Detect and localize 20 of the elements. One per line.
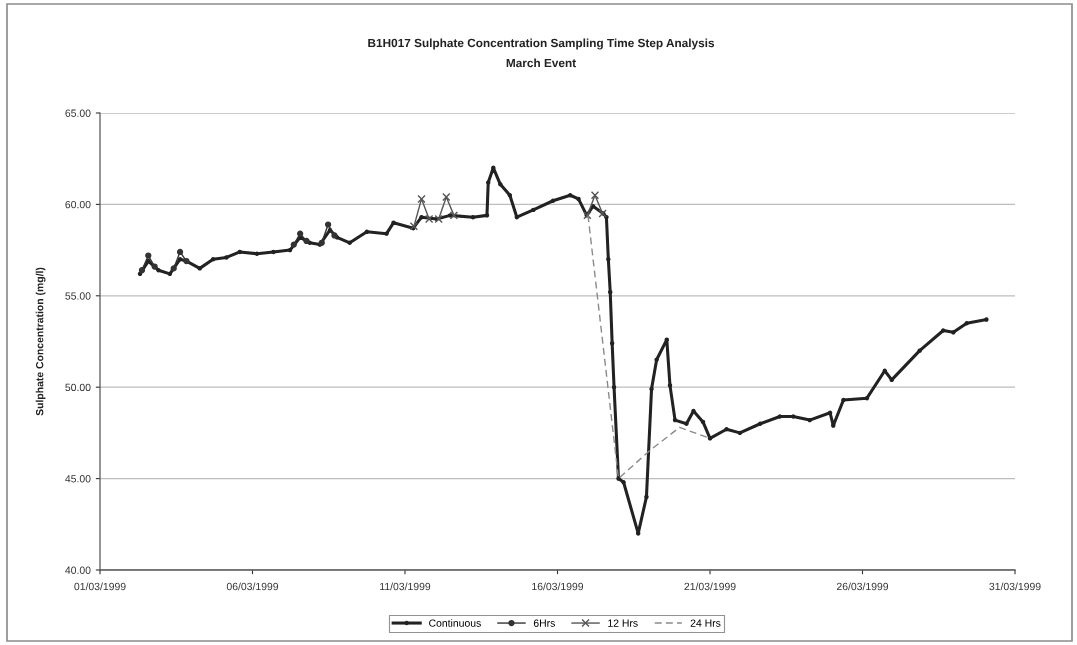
- y-tick-label: 65.00: [65, 109, 91, 117]
- y-axis-title: Sulphate Concentration (mg/l): [35, 267, 46, 416]
- x-tick-label: 06/03/1999: [226, 582, 279, 591]
- x-tick-label: 21/03/1999: [684, 582, 736, 591]
- y-tick-label: 40.00: [65, 566, 91, 574]
- x-tick-label: 01/03/1999: [74, 582, 126, 591]
- x-tick-label: 26/03/1999: [836, 582, 889, 591]
- y-tick-label: 45.00: [65, 475, 91, 483]
- x-tick-label: 11/03/1999: [380, 582, 431, 591]
- chart-subtitle: March Event: [506, 58, 576, 68]
- legend-label: 12 Hrs: [608, 619, 638, 627]
- legend-label: 24 Hrs: [690, 619, 721, 627]
- y-tick-label: 55.00: [65, 292, 91, 300]
- legend-label: 6Hrs: [533, 619, 555, 627]
- x-tick-label: 16/03/1999: [532, 582, 584, 591]
- chart-title: B1H017 Sulphate Concentration Sampling Time Step Analysis: [368, 38, 715, 50]
- legend-label: Continuous: [429, 619, 481, 627]
- y-tick-label: 50.00: [65, 383, 91, 392]
- y-tick-label: 60.00: [65, 200, 91, 209]
- x-tick-label: 31/03/1999: [989, 582, 1041, 591]
